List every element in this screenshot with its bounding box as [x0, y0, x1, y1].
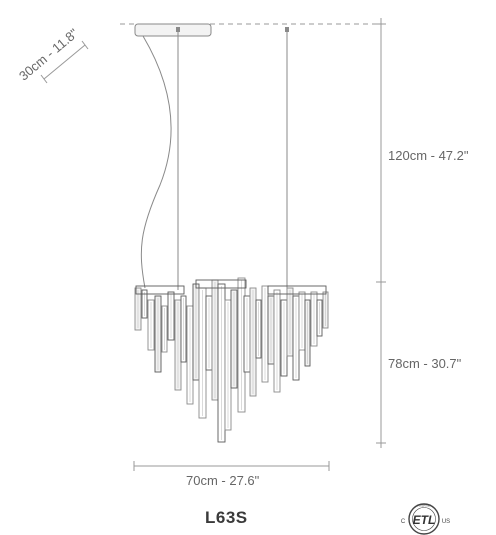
etl-certification-mark: ETL INTERTEK C US	[401, 503, 450, 535]
power-cord	[140, 35, 172, 289]
etl-right-text: US	[442, 519, 450, 525]
etl-top-text: INTERTEK	[417, 504, 432, 508]
fixture-width-label: 70cm - 27.6"	[186, 473, 260, 488]
width-dimension	[133, 461, 330, 471]
cable-length-label: 120cm - 47.2"	[388, 148, 469, 163]
fixture-height-label: 78cm - 30.7"	[388, 356, 462, 371]
canopy-diameter-dimension	[40, 40, 89, 84]
canopy	[134, 23, 212, 37]
etl-left-text: C	[401, 519, 406, 525]
frame-plate	[135, 285, 185, 295]
cable-grip-left	[176, 27, 180, 32]
etl-mark-text: ETL	[413, 513, 436, 527]
cable-grip-right	[285, 27, 289, 32]
frame-plate	[195, 279, 247, 289]
suspension-cables	[140, 30, 288, 290]
model-number: L63S	[205, 508, 248, 527]
frame-plate	[267, 285, 327, 295]
chandelier-body	[134, 277, 329, 443]
height-dimension	[376, 18, 386, 448]
